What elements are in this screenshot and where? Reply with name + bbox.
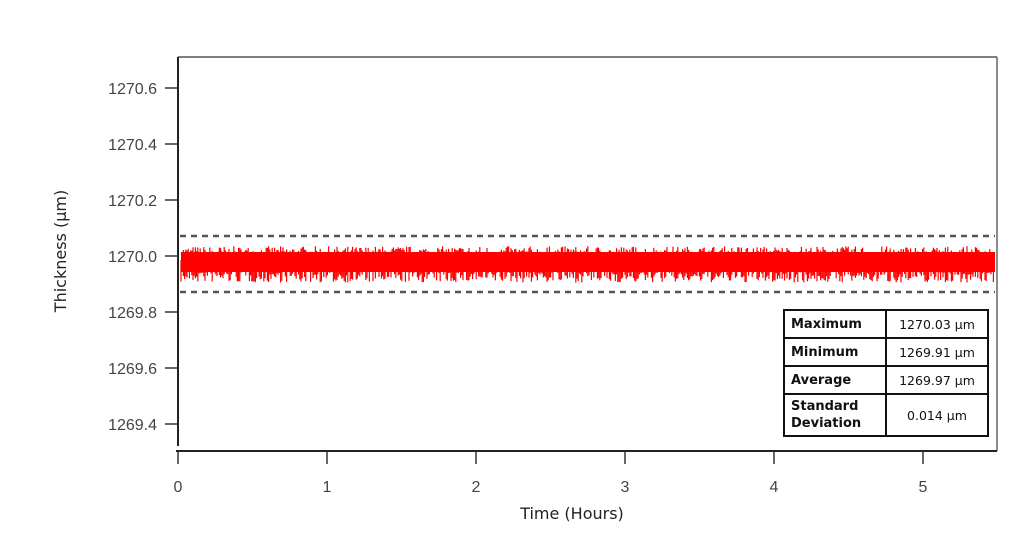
stats-label: Minimum [783,337,887,367]
x-tick-label: 0 [174,479,183,496]
x-tick-label: 3 [621,479,630,496]
y-tick-label: 1269.4 [108,417,157,434]
stats-row-std-dev: Standard Deviation 0.014 µm [783,393,989,437]
x-tick-label: 2 [472,479,481,496]
x-axis-tick-labels: 0 1 2 3 4 5 [174,479,928,496]
stats-value: 1270.03 µm [885,309,989,339]
y-tick-label: 1270.0 [108,249,157,266]
y-axis-ticks [165,87,178,425]
x-axis-title: Time (Hours) [519,504,624,523]
y-axis-title: Thickness (µm) [51,190,70,313]
x-tick-label: 1 [323,479,332,496]
stats-label: Maximum [783,309,887,339]
stats-row-minimum: Minimum 1269.91 µm [783,337,989,367]
stats-label-line2: Deviation [791,416,862,431]
stats-label: Average [783,365,887,395]
statistics-table: Maximum 1270.03 µm Minimum 1269.91 µm Av… [783,309,989,437]
y-tick-label: 1270.2 [108,193,157,210]
stats-row-average: Average 1269.97 µm [783,365,989,395]
x-tick-label: 4 [770,479,779,496]
y-tick-label: 1270.6 [108,81,157,98]
x-axis-ticks [177,451,924,464]
stats-value: 1269.97 µm [885,365,989,395]
stats-label: Standard Deviation [783,393,887,437]
y-axis-tick-labels: 1270.6 1270.4 1270.2 1270.0 1269.8 1269.… [108,81,157,434]
stats-label-line1: Standard [791,399,859,414]
stats-value: 1269.91 µm [885,337,989,367]
y-tick-label: 1269.8 [108,305,157,322]
stats-row-maximum: Maximum 1270.03 µm [783,309,989,339]
y-tick-label: 1269.6 [108,361,157,378]
stats-value: 0.014 µm [885,393,989,437]
x-tick-label: 5 [919,479,928,496]
y-tick-label: 1270.4 [108,137,157,154]
thickness-trace [180,246,995,283]
